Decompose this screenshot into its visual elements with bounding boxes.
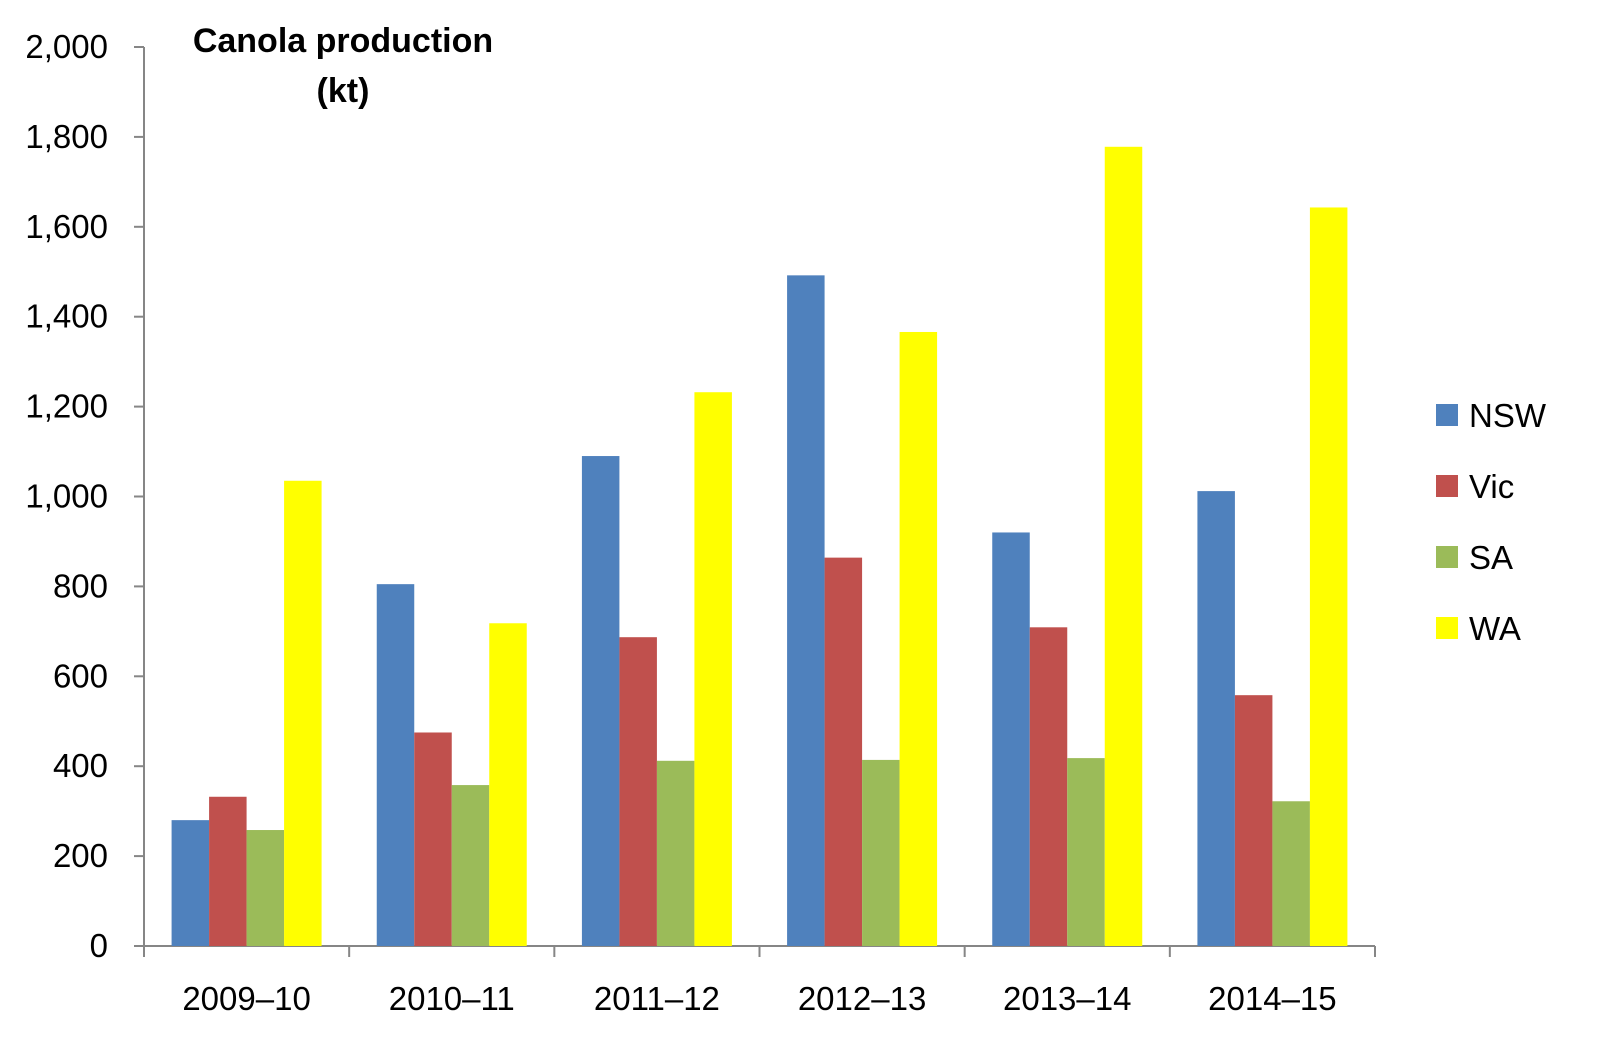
bar-sa-3: [862, 759, 900, 946]
legend: NSW Vic SA WA: [1436, 397, 1547, 647]
x-category-label: 2014–15: [1208, 980, 1336, 1017]
legend-label-vic: Vic: [1469, 468, 1514, 505]
x-category-label: 2009–10: [182, 980, 310, 1017]
chart-title-unit: (kt): [317, 72, 370, 110]
bar-sa-1: [451, 785, 490, 946]
bar-wa-5: [1309, 207, 1348, 946]
bar-vic-4: [1029, 627, 1068, 946]
bar-nsw-5: [1197, 491, 1235, 946]
bar-wa-1: [489, 623, 527, 946]
legend-label-wa: WA: [1469, 610, 1521, 647]
bar-vic-3: [824, 557, 863, 946]
y-tick-label: 0: [90, 927, 108, 964]
bar-nsw-2: [581, 456, 620, 946]
y-tick-label: 1,000: [25, 478, 108, 515]
bar-vic-2: [619, 637, 657, 946]
bar-sa-0: [246, 830, 285, 946]
x-axis: 2009–10 2010–11 2011–12 2012–13 2013–14 2014–…: [143, 945, 1376, 1017]
bar-nsw-0: [171, 820, 210, 946]
bar-vic-1: [414, 732, 452, 946]
legend-label-sa: SA: [1469, 539, 1513, 576]
legend-label-nsw: NSW: [1469, 397, 1547, 434]
x-category-label: 2011–12: [594, 980, 720, 1017]
y-tick-label: 1,400: [25, 298, 108, 335]
y-axis: 0 200 400 600 800 1,000 1,200 1,400 1,600 1,800 2,…: [25, 28, 145, 964]
bar-wa-3: [899, 331, 938, 946]
y-tick-label: 400: [53, 747, 108, 784]
y-tick-label: 800: [53, 567, 108, 604]
legend-swatch-nsw: [1436, 404, 1458, 426]
bar-wa-2: [694, 392, 732, 946]
y-tick-label: 200: [53, 837, 108, 874]
bar-sa-2: [656, 760, 695, 946]
bar-nsw-1: [376, 584, 415, 946]
bar-wa-0: [284, 480, 322, 946]
x-category-label: 2012–13: [798, 980, 926, 1017]
legend-swatch-wa: [1436, 617, 1458, 639]
bar-sa-5: [1272, 801, 1310, 946]
bars-group: [171, 146, 1348, 946]
legend-swatch-sa: [1436, 546, 1458, 568]
y-tick-label: 1,600: [25, 208, 108, 245]
y-tick-label: 2,000: [25, 28, 108, 65]
y-tick-label: 600: [53, 657, 108, 694]
bar-vic-5: [1234, 695, 1273, 946]
legend-swatch-vic: [1436, 475, 1458, 497]
bar-nsw-4: [992, 532, 1030, 946]
x-category-label: 2013–14: [1003, 980, 1131, 1017]
bar-wa-4: [1104, 146, 1143, 946]
chart-title: Canola production: [193, 22, 493, 60]
bar-sa-4: [1067, 758, 1105, 946]
bar-nsw-3: [787, 275, 825, 946]
bar-vic-0: [209, 796, 247, 946]
y-tick-label: 1,200: [25, 388, 108, 425]
y-tick-label: 1,800: [25, 118, 108, 155]
x-category-label: 2010–11: [389, 980, 515, 1017]
chart-title-group: Canola production (kt): [193, 22, 493, 110]
